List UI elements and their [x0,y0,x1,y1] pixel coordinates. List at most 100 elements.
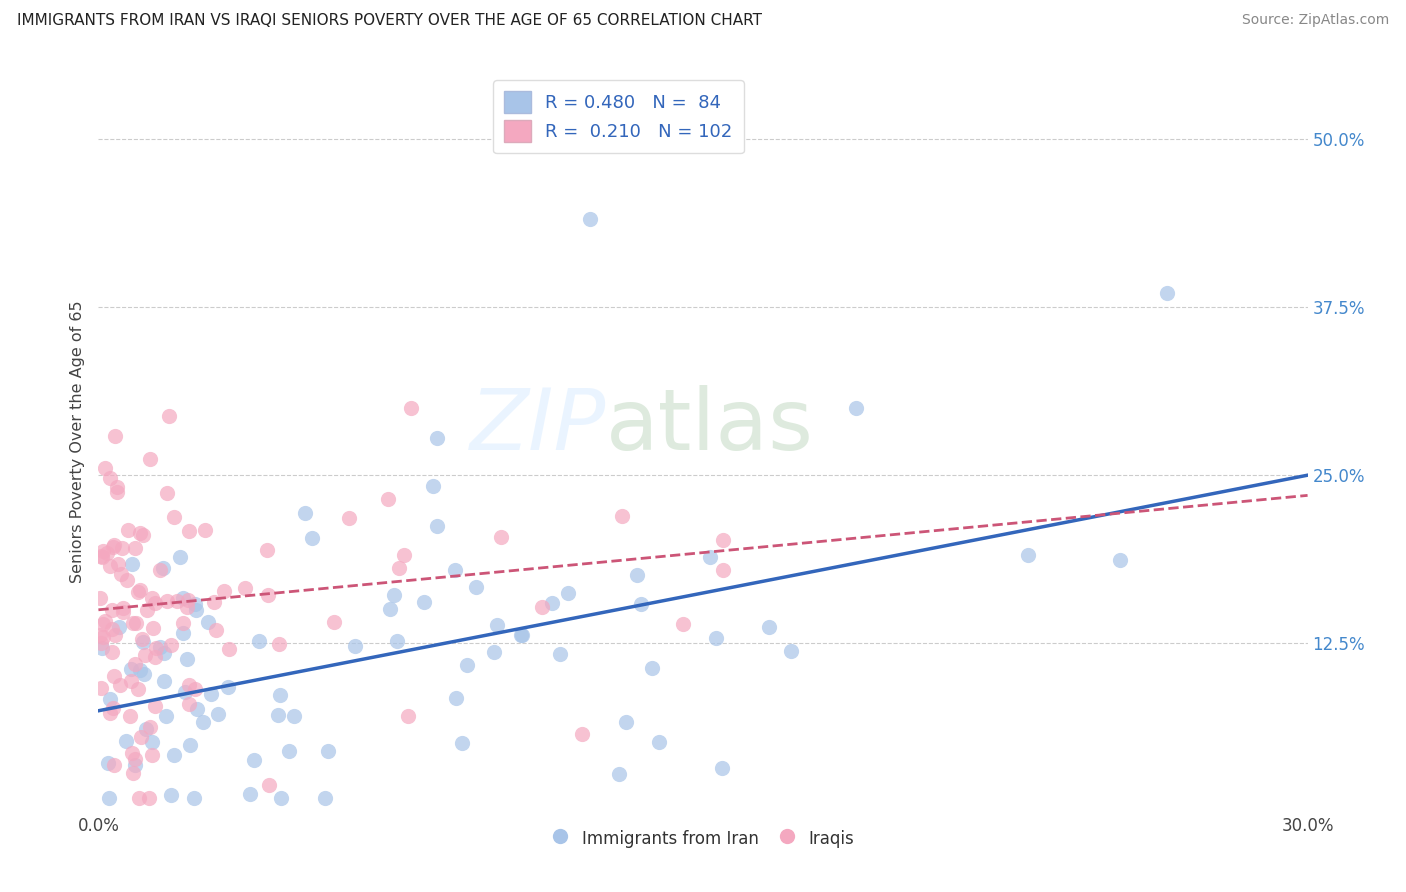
Point [90,549,112,563]
Point [142,621,165,635]
Point [172,626,194,640]
Point [176,652,198,666]
Point [257,588,280,602]
Point [90,636,112,650]
Point [779,644,801,658]
Point [162,748,184,763]
Point [218,642,240,657]
Text: ZIP: ZIP [470,385,606,468]
Point [186,702,208,716]
Point [540,596,562,610]
Point [640,661,662,675]
Text: atlas: atlas [606,385,814,468]
Point [117,523,139,537]
Point [153,647,176,661]
Point [616,714,638,729]
Point [131,730,153,744]
Point [630,597,652,611]
Point [141,748,163,763]
Point [98,471,121,485]
Point [266,708,288,723]
Point [711,761,734,775]
Point [117,573,139,587]
Point [143,649,166,664]
Point [107,558,129,572]
Point [103,540,125,554]
Point [283,708,305,723]
Point [139,720,162,734]
Point [183,681,205,696]
Point [94,614,117,628]
Point [212,583,235,598]
Point [112,606,135,620]
Point [174,685,197,699]
Point [156,485,179,500]
Point [115,734,138,748]
Point [124,758,146,772]
Point [104,429,127,443]
Point [267,637,290,651]
Point [121,557,143,571]
Point [93,616,115,631]
Point [256,542,278,557]
Point [711,533,734,548]
Point [1156,286,1178,301]
Point [121,747,143,761]
Point [758,620,780,634]
Point [579,212,602,227]
Point [98,558,121,573]
Point [179,678,201,692]
Point [548,647,571,661]
Point [699,550,721,565]
Point [131,632,153,646]
Point [110,566,132,581]
Point [259,778,281,792]
Point [179,524,201,538]
Point [183,597,205,611]
Point [128,791,150,805]
Point [396,708,419,723]
Point [626,568,648,582]
Point [177,697,200,711]
Point [105,485,128,500]
Point [426,519,449,533]
Point [179,738,201,752]
Point [205,623,228,637]
Point [485,618,508,632]
Point [278,744,301,758]
Point [238,787,260,801]
Point [510,628,533,642]
Point [160,789,183,803]
Point [101,622,124,636]
Point [145,641,167,656]
Point [160,638,183,652]
Text: IMMIGRANTS FROM IRAN VS IRAQI SENIORS POVERTY OVER THE AGE OF 65 CORRELATION CHA: IMMIGRANTS FROM IRAN VS IRAQI SENIORS PO… [17,13,762,29]
Point [111,541,134,555]
Point [183,791,205,805]
Point [143,596,166,610]
Point [91,641,114,656]
Point [152,674,174,689]
Point [157,409,180,423]
Point [387,561,409,575]
Point [98,691,121,706]
Point [132,667,155,681]
Point [91,630,114,644]
Point [385,633,408,648]
Point [105,479,128,493]
Point [131,635,153,649]
Point [124,657,146,671]
Text: Source: ZipAtlas.com: Source: ZipAtlas.com [1241,13,1389,28]
Point [124,541,146,555]
Point [100,706,122,721]
Point [269,688,291,702]
Point [426,431,449,445]
Point [139,451,162,466]
Point [110,678,132,692]
Point [125,616,148,631]
Point [207,706,229,721]
Point [294,506,316,520]
Point [155,708,177,723]
Point [394,548,416,562]
Y-axis label: Seniors Poverty Over the Age of 65: Seniors Poverty Over the Age of 65 [70,301,86,582]
